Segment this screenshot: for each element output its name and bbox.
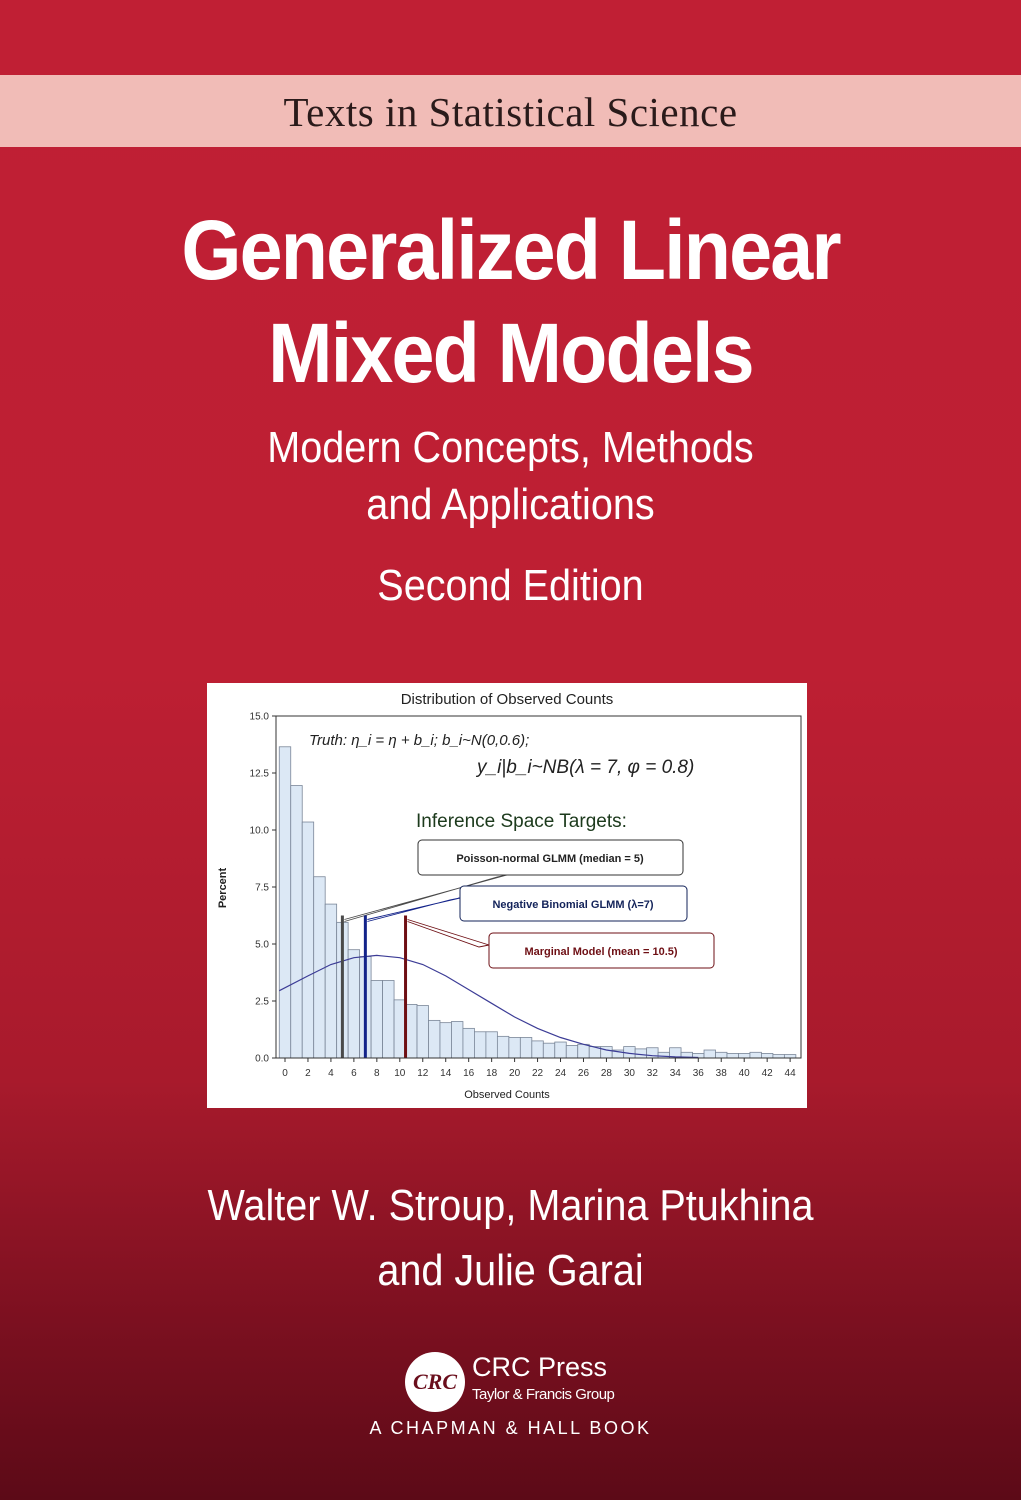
histogram-bar <box>772 1054 785 1059</box>
histogram-bar <box>416 1005 429 1059</box>
histogram-bar <box>278 746 292 1059</box>
y-tick-label: 2.5 <box>255 997 269 1008</box>
histogram-bar <box>508 1037 521 1059</box>
cover-chart: Distribution of Observed Counts Observed… <box>207 683 807 1108</box>
truth-line2: y_i|b_i~NB(λ = 7, φ = 0.8) <box>475 757 694 778</box>
y-tick-label: 15.0 <box>250 712 270 723</box>
x-tick-label: 42 <box>762 1068 774 1079</box>
density-curve <box>279 954 699 1059</box>
histogram-bar <box>657 1051 670 1059</box>
x-tick-label: 22 <box>532 1068 544 1079</box>
series-band <box>0 75 1021 147</box>
x-tick-label: 30 <box>624 1068 636 1079</box>
histogram-bar <box>634 1048 648 1059</box>
plot-frame <box>275 715 802 1059</box>
publisher-name: CRC Press <box>472 1352 608 1382</box>
histogram-bar <box>324 903 338 1059</box>
histogram-bar <box>405 1004 418 1059</box>
histogram-bar <box>554 1041 567 1059</box>
histogram-bar <box>519 1037 533 1059</box>
histogram-bar <box>428 1019 441 1059</box>
histogram-bar <box>715 1051 728 1059</box>
target-label-negbin: Negative Binomial GLMM (λ=7) <box>459 885 688 922</box>
histogram-bar <box>703 1049 716 1059</box>
y-tick-label: 10.0 <box>250 826 270 837</box>
callout-pointer <box>344 874 508 922</box>
series-title: Texts in Statistical Science <box>283 89 738 135</box>
x-tick-label: 14 <box>440 1068 452 1079</box>
x-tick-label: 32 <box>647 1068 659 1079</box>
x-tick-label: 34 <box>670 1068 682 1079</box>
histogram-bar <box>749 1051 762 1059</box>
target-label-text: Negative Binomial GLMM (λ=7) <box>492 899 653 911</box>
x-tick-label: 6 <box>351 1068 357 1079</box>
histogram-bar <box>451 1021 464 1059</box>
histogram-bar <box>600 1046 613 1059</box>
x-tick-label: 40 <box>739 1068 751 1079</box>
histogram-bar <box>393 999 406 1059</box>
subtitle-line1: Modern Concepts, Methods <box>267 423 754 472</box>
histogram-bar <box>496 1035 510 1059</box>
book-title-line1: Generalized Linear <box>181 203 841 297</box>
target-label-poisson: Poisson-normal GLMM (median = 5) <box>417 839 684 876</box>
histogram-bar <box>301 821 315 1059</box>
x-tick-label: 0 <box>282 1068 288 1079</box>
x-tick-label: 10 <box>394 1068 406 1079</box>
histogram-bar <box>738 1053 751 1059</box>
authors-line1: Walter W. Stroup, Marina Ptukhina <box>207 1181 814 1230</box>
subtitle-line2: and Applications <box>366 480 655 529</box>
histogram-bar <box>347 949 361 1059</box>
crc-logo: CRC <box>405 1352 465 1412</box>
y-tick-label: 12.5 <box>250 769 270 780</box>
histogram-bar <box>439 1022 452 1059</box>
histogram-bar <box>290 785 303 1059</box>
x-tick-label: 16 <box>463 1068 475 1079</box>
target-label-text: Poisson-normal GLMM (median = 5) <box>456 853 644 865</box>
histogram-bar <box>726 1053 739 1059</box>
x-tick-label: 20 <box>509 1068 521 1079</box>
x-tick-label: 2 <box>305 1068 311 1079</box>
y-tick-label: 7.5 <box>255 883 269 894</box>
x-tick-label: 4 <box>328 1068 334 1079</box>
truth-line1: Truth: η_i = η + b_i; b_i~N(0,0.6); <box>309 732 529 749</box>
y-tick-label: 0.0 <box>255 1054 269 1065</box>
x-tick-label: 44 <box>785 1068 797 1079</box>
target-label-marginal: Marginal Model (mean = 10.5) <box>488 932 715 969</box>
x-tick-label: 28 <box>601 1068 613 1079</box>
target-label-text: Marginal Model (mean = 10.5) <box>524 946 677 958</box>
book-title-line2: Mixed Models <box>268 306 754 400</box>
histogram-bar <box>565 1045 579 1059</box>
edition: Second Edition <box>377 561 644 610</box>
x-tick-label: 8 <box>374 1068 380 1079</box>
histogram-bar <box>313 876 326 1059</box>
x-tick-label: 18 <box>486 1068 498 1079</box>
histogram-bar <box>531 1040 544 1059</box>
inference-heading: Inference Space Targets: <box>416 811 627 832</box>
chart-title: Distribution of Observed Counts <box>401 691 614 708</box>
x-tick-label: 38 <box>716 1068 728 1079</box>
x-tick-label: 12 <box>417 1068 429 1079</box>
histogram-bar <box>577 1043 590 1059</box>
histogram-bar <box>382 980 395 1059</box>
x-tick-label: 24 <box>555 1068 567 1079</box>
authors-line2: and Julie Garai <box>377 1246 644 1295</box>
x-tick-label: 26 <box>578 1068 590 1079</box>
histogram-bar <box>542 1042 556 1059</box>
histogram-bar <box>485 1031 498 1059</box>
y-axis-label: Percent <box>217 867 229 908</box>
histogram-bar <box>474 1031 487 1059</box>
chart-svg: Distribution of Observed Counts Observed… <box>217 691 802 1101</box>
callout-pointer <box>407 919 490 948</box>
histogram-bar <box>783 1054 797 1059</box>
histogram-bar <box>761 1053 774 1059</box>
y-tick-label: 5.0 <box>255 940 269 951</box>
histogram-bar <box>370 980 383 1059</box>
imprint: A CHAPMAN & HALL BOOK <box>369 1418 652 1438</box>
x-tick-label: 36 <box>693 1068 705 1079</box>
callout-pointer <box>367 897 461 922</box>
publisher-group: Taylor & Francis Group <box>472 1386 615 1403</box>
histogram-bar <box>462 1027 475 1059</box>
x-axis-label: Observed Counts <box>464 1089 550 1101</box>
